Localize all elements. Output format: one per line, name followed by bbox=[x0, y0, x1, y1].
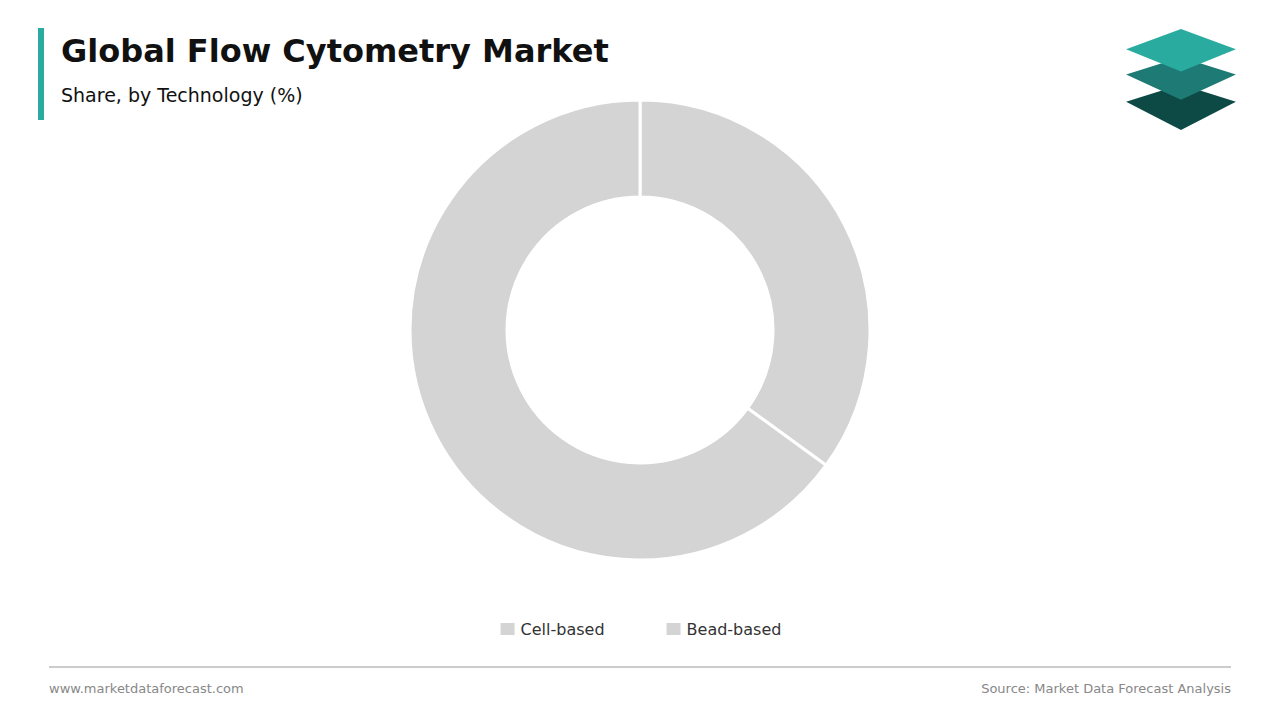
svg-text:Share, by Technology (%): Share, by Technology (%) bbox=[61, 84, 303, 106]
svg-text:www.marketdataforecast.com: www.marketdataforecast.com bbox=[49, 681, 244, 696]
svg-text:Bead-based: Bead-based bbox=[687, 620, 782, 639]
svg-text:Source: Market Data Forecast A: Source: Market Data Forecast Analysis bbox=[981, 681, 1231, 696]
svg-text:Cell-based: Cell-based bbox=[521, 620, 605, 639]
svg-text:Global Flow Cytometry Market: Global Flow Cytometry Market bbox=[61, 32, 609, 70]
